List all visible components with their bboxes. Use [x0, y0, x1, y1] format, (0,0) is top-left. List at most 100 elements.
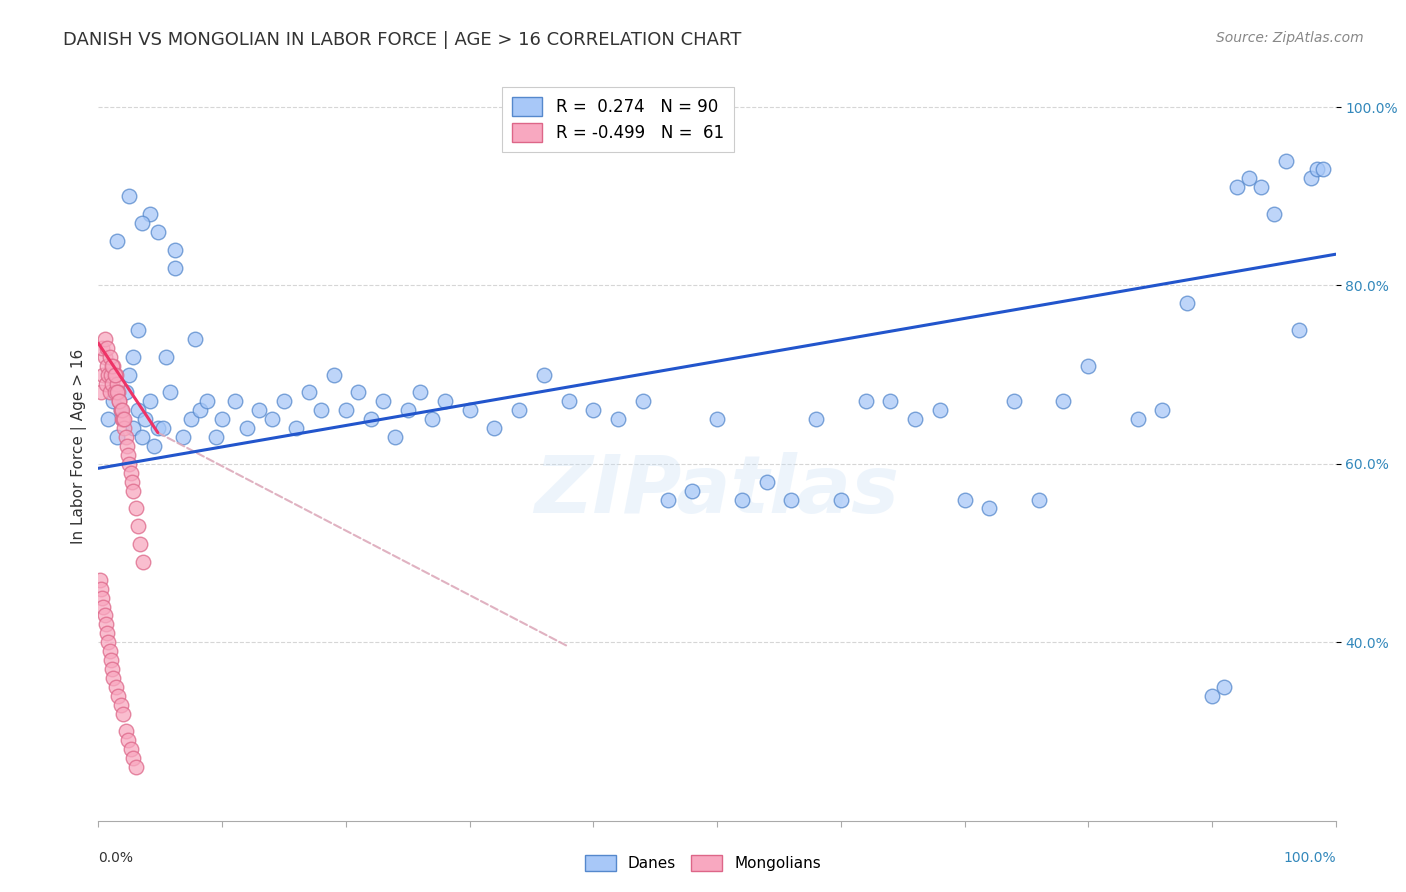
Point: [631, 394, 654, 409]
Point: [107, 689, 129, 703]
Point: [122, 751, 145, 765]
Point: [134, 412, 156, 426]
Point: [98, 385, 121, 400]
Point: [780, 492, 803, 507]
Point: [458, 403, 481, 417]
Point: [111, 403, 134, 417]
Point: [122, 483, 145, 498]
Point: [731, 492, 754, 507]
Point: [98, 350, 121, 364]
Point: [1306, 162, 1329, 177]
Point: [117, 448, 139, 462]
Point: [112, 706, 135, 721]
Text: Source: ZipAtlas.com: Source: ZipAtlas.com: [1216, 31, 1364, 45]
Point: [115, 439, 138, 453]
Point: [1002, 394, 1025, 409]
Point: [180, 412, 202, 426]
Point: [132, 555, 155, 569]
Point: [1312, 162, 1334, 177]
Point: [139, 394, 162, 409]
Point: [152, 421, 174, 435]
Legend: R =  0.274   N = 90, R = -0.499   N =  61: R = 0.274 N = 90, R = -0.499 N = 61: [502, 87, 734, 153]
Point: [928, 403, 950, 417]
Point: [112, 412, 135, 426]
Point: [121, 475, 143, 489]
Point: [93, 368, 115, 382]
Point: [98, 644, 121, 658]
Point: [165, 260, 187, 275]
Point: [114, 724, 136, 739]
Point: [90, 582, 112, 596]
Point: [93, 599, 115, 614]
Point: [347, 385, 370, 400]
Point: [211, 412, 233, 426]
Point: [127, 403, 149, 417]
Point: [90, 385, 112, 400]
Point: [236, 421, 259, 435]
Point: [101, 376, 124, 391]
Point: [159, 385, 181, 400]
Point: [114, 430, 136, 444]
Point: [118, 368, 141, 382]
Point: [139, 207, 162, 221]
Point: [103, 671, 125, 685]
Point: [309, 403, 332, 417]
Point: [1250, 180, 1272, 194]
Point: [384, 430, 406, 444]
Point: [96, 359, 118, 373]
Point: [322, 368, 344, 382]
Point: [105, 430, 128, 444]
Point: [195, 394, 218, 409]
Point: [91, 591, 114, 605]
Point: [855, 394, 877, 409]
Point: [1275, 153, 1298, 168]
Point: [97, 635, 120, 649]
Point: [101, 662, 124, 676]
Point: [96, 626, 118, 640]
Point: [124, 760, 146, 774]
Point: [120, 466, 142, 480]
Point: [953, 492, 976, 507]
Point: [1299, 171, 1322, 186]
Point: [89, 573, 111, 587]
Point: [298, 385, 321, 400]
Point: [118, 457, 141, 471]
Y-axis label: In Labor Force | Age > 16: In Labor Force | Age > 16: [72, 349, 87, 543]
Point: [979, 501, 1001, 516]
Point: [110, 403, 132, 417]
Point: [1263, 207, 1285, 221]
Point: [93, 350, 115, 364]
Point: [1226, 180, 1249, 194]
Point: [184, 332, 207, 346]
Point: [122, 350, 145, 364]
Point: [557, 394, 579, 409]
Point: [706, 412, 728, 426]
Point: [433, 394, 456, 409]
Point: [131, 430, 153, 444]
Point: [110, 698, 132, 712]
Point: [172, 430, 194, 444]
Point: [91, 341, 114, 355]
Point: [904, 412, 927, 426]
Point: [879, 394, 901, 409]
Point: [360, 412, 382, 426]
Point: [188, 403, 211, 417]
Point: [224, 394, 246, 409]
Point: [582, 403, 605, 417]
Point: [143, 439, 166, 453]
Point: [1288, 323, 1310, 337]
Point: [273, 394, 295, 409]
Point: [94, 617, 117, 632]
Point: [104, 680, 127, 694]
Point: [105, 234, 128, 248]
Point: [484, 421, 506, 435]
Point: [1052, 394, 1074, 409]
Point: [93, 608, 115, 623]
Point: [371, 394, 394, 409]
Point: [97, 412, 120, 426]
Point: [96, 341, 118, 355]
Point: [100, 368, 122, 382]
Point: [104, 368, 127, 382]
Point: [124, 501, 146, 516]
Point: [110, 403, 132, 417]
